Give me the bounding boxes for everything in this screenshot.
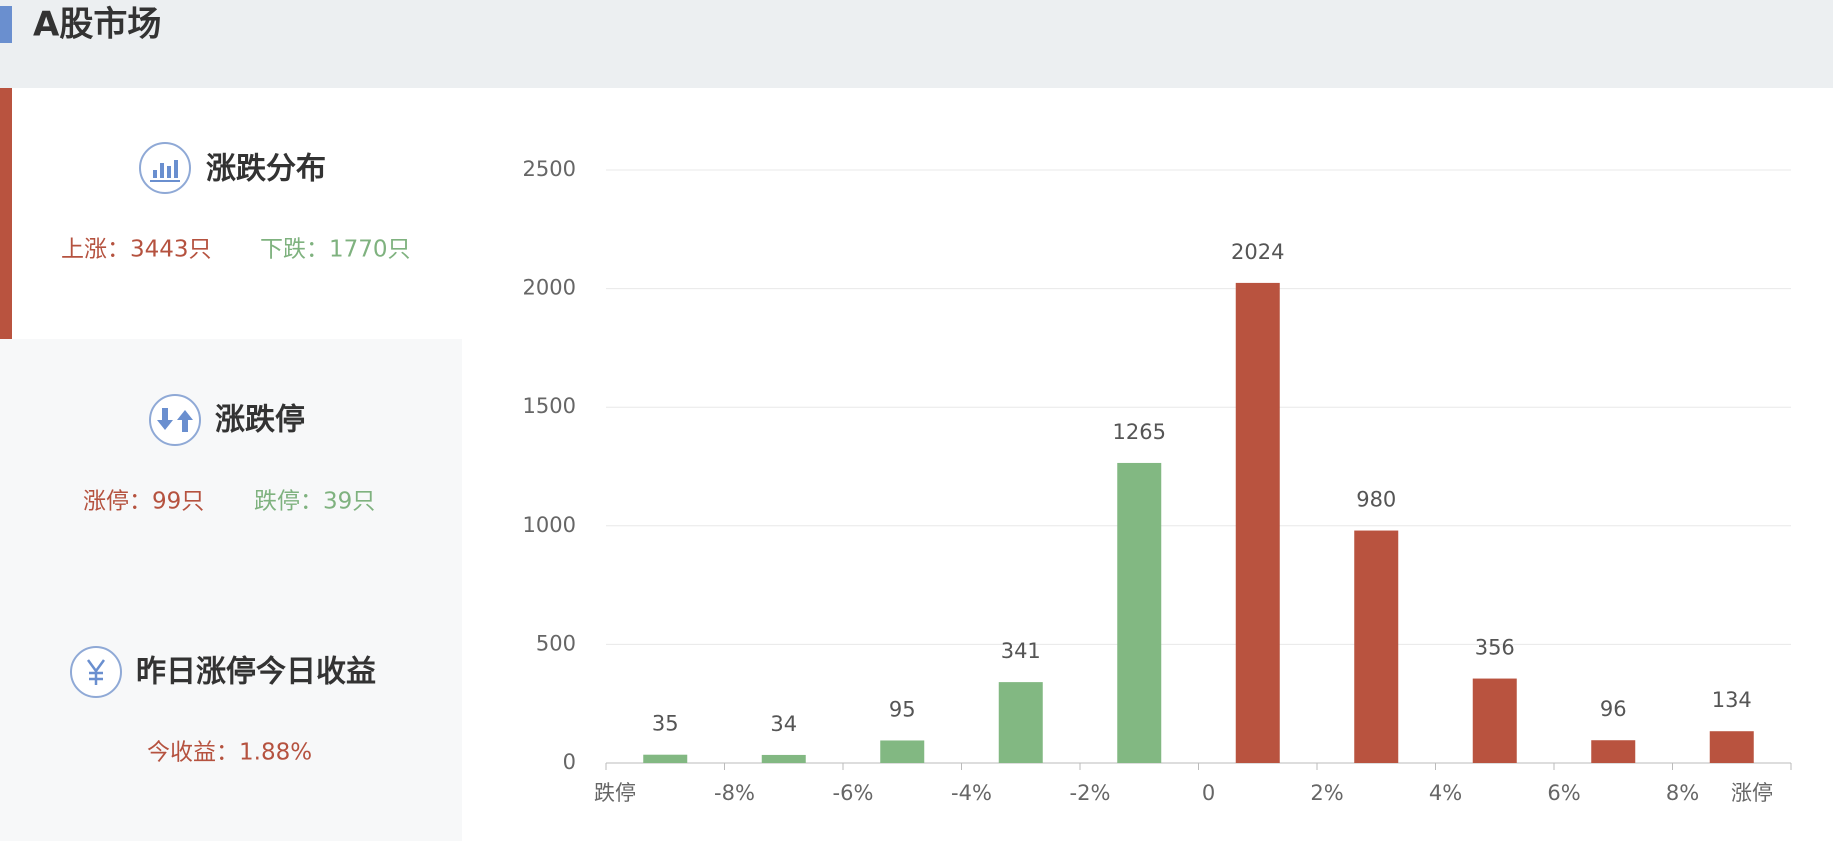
stat-up: 涨停：99只 [83,489,204,515]
stat-down: 下跌：1770只 [260,237,411,263]
header-bg [0,0,1833,88]
bar [880,740,925,763]
y-tick-label: 1000 [523,513,576,537]
value-label: 1265 [1113,420,1166,444]
panel-title: 昨日涨停今日收益 [136,655,376,690]
x-tick-label: -8% [714,781,755,805]
x-tick-label: 4% [1429,781,1462,805]
header-title: A股市场 [33,5,161,45]
value-label: 134 [1712,688,1752,712]
y-tick-label: 500 [536,631,576,655]
x-tick-label: 6% [1547,781,1580,805]
value-label: 96 [1600,697,1627,721]
y-tick-label: 1500 [523,394,576,418]
panel-title: 涨跌停 [215,403,305,438]
bar [998,682,1043,763]
bar [1591,740,1636,763]
y-tick-label: 0 [563,750,576,774]
stat-up: 今收益：1.88% [147,740,312,766]
value-label: 2024 [1231,240,1284,264]
x-tick-label: 涨停 [1731,781,1773,805]
x-tick-label: -6% [833,781,874,805]
value-label: 34 [770,712,797,736]
bar [761,754,806,763]
bar [1709,731,1754,763]
x-tick-label: 2% [1310,781,1343,805]
x-tick-label: 8% [1666,781,1699,805]
x-tick-label: 0 [1202,781,1215,805]
value-label: 341 [1001,639,1041,663]
icon-yen [70,646,122,698]
x-tick-label: 跌停 [594,781,636,805]
value-label: 356 [1475,636,1515,660]
x-tick-label: -2% [1070,781,1111,805]
bar [1472,678,1517,763]
bar [643,754,688,763]
y-tick-label: 2000 [523,276,576,300]
icon-limit [149,394,201,446]
y-tick-label: 2500 [523,157,576,181]
value-label: 95 [889,697,916,721]
bar [1117,462,1162,763]
bar [1235,282,1280,763]
value-label: 35 [652,712,679,736]
panel-active-bar [0,88,12,339]
header-accent [0,6,12,43]
panel-title: 涨跌分布 [206,152,326,187]
stat-down: 跌停：39只 [254,489,375,515]
panel-bg [0,339,462,841]
stat-up: 上涨：3443只 [61,237,212,263]
bar [1354,530,1399,763]
icon-chart [139,142,191,194]
x-tick-label: -4% [951,781,992,805]
value-label: 980 [1356,488,1396,512]
